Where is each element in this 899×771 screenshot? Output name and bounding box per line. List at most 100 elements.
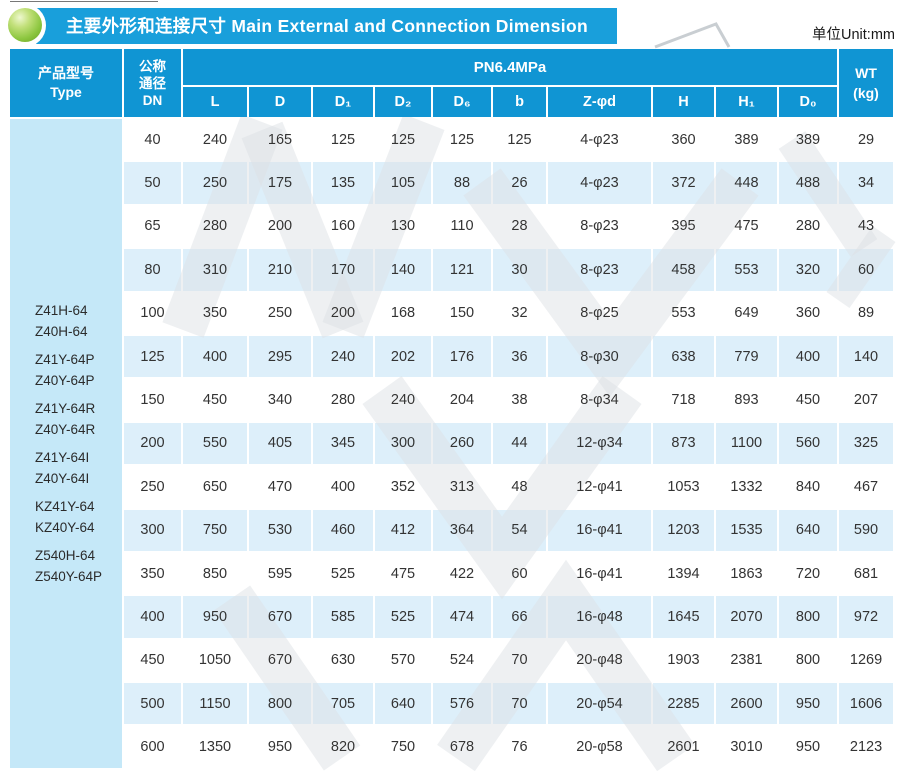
cell-value: 950	[776, 724, 840, 770]
cell-value: 8-φ30	[546, 333, 653, 380]
cell-value: 32	[491, 290, 548, 336]
table-row-dn-300: 300 750 530 460 412 364 54 16-φ41 1203 1535 640 590	[9, 507, 896, 553]
cell-value: 670	[247, 594, 313, 640]
cell-value: 750	[181, 507, 249, 553]
type-model-label: KZ40Y-64	[35, 519, 95, 535]
cell-dn: 40	[122, 116, 183, 163]
wt-header-line: (kg)	[853, 85, 879, 101]
dimension-table-wrap: 产品型号 Type 公称 通径 DN PN6.4MPa WT (kg) L D D₁…	[8, 47, 896, 770]
cell-value: 16-φ48	[546, 594, 653, 640]
cell-value: 352	[373, 464, 433, 510]
column-header-D: D	[247, 85, 313, 119]
cell-value: 678	[431, 724, 493, 770]
cell-value: 310	[181, 247, 249, 293]
type-header-zh: 产品型号	[38, 65, 94, 81]
cell-value: 389	[776, 116, 840, 163]
cell-value: 360	[776, 290, 840, 336]
cell-value: 16-φ41	[546, 550, 653, 597]
table-row-dn-50: 50 250 175 135 105 88 26 4-φ23 372 448 488 34	[9, 160, 896, 206]
type-model-group: Z41Y-64P Z40Y-64P	[35, 349, 121, 391]
cell-value: 475	[373, 550, 433, 597]
cell-value: 1863	[714, 550, 779, 597]
type-model-label: Z41H-64	[35, 302, 88, 318]
cell-value: 458	[651, 247, 716, 293]
cell-value: 150	[431, 290, 493, 336]
cell-value: 1645	[651, 594, 716, 640]
cell-value: 372	[651, 160, 716, 206]
cell-value: 448	[714, 160, 779, 206]
cell-dn: 400	[122, 594, 183, 640]
cell-dn: 65	[122, 203, 183, 250]
cell-value: 640	[776, 507, 840, 553]
cell-value: 400	[181, 333, 249, 380]
cell-value: 210	[247, 247, 313, 293]
cell-value: 2123	[837, 724, 896, 770]
cell-value: 36	[491, 333, 548, 380]
cell-value: 200	[311, 290, 375, 336]
cell-value: 160	[311, 203, 375, 250]
cell-value: 950	[181, 594, 249, 640]
cell-value: 553	[651, 290, 716, 336]
type-model-label: Z41Y-64I	[35, 449, 90, 465]
cell-value: 202	[373, 333, 433, 380]
cell-value: 524	[431, 637, 493, 684]
cell-value: 450	[181, 377, 249, 423]
cell-value: 405	[247, 420, 313, 467]
cell-value: 38	[491, 377, 548, 423]
cell-value: 364	[431, 507, 493, 553]
cell-value: 1100	[714, 420, 779, 467]
cell-value: 576	[431, 681, 493, 727]
cell-value: 1269	[837, 637, 896, 684]
cell-value: 681	[837, 550, 896, 597]
cell-value: 705	[311, 681, 375, 727]
cell-value: 125	[431, 116, 493, 163]
cell-value: 950	[247, 724, 313, 770]
cell-value: 395	[651, 203, 716, 250]
cell-value: 250	[247, 290, 313, 336]
cell-value: 840	[776, 464, 840, 510]
cell-value: 20-φ48	[546, 637, 653, 684]
cell-dn: 500	[122, 681, 183, 727]
cell-value: 70	[491, 637, 548, 684]
table-head: 产品型号 Type 公称 通径 DN PN6.4MPa WT (kg) L D D₁…	[8, 47, 896, 119]
cell-value: 595	[247, 550, 313, 597]
cell-value: 1150	[181, 681, 249, 727]
cell-value: 26	[491, 160, 548, 206]
cell-value: 313	[431, 464, 493, 510]
column-header-H: H	[651, 85, 716, 119]
column-header-type: 产品型号 Type	[8, 47, 124, 119]
cell-dn: 100	[122, 290, 183, 336]
table-row-dn-200: 200 550 405 345 300 260 44 12-φ34 873 1100 560 325	[9, 420, 896, 467]
cell-value: 650	[181, 464, 249, 510]
cell-value: 168	[373, 290, 433, 336]
cell-value: 20-φ58	[546, 724, 653, 770]
cell-value: 2600	[714, 681, 779, 727]
cell-dn: 250	[122, 464, 183, 510]
table-body: Z41H-64 Z40H-64 Z41Y-64P Z40Y-64P Z41Y-64R Z4…	[8, 116, 896, 770]
green-bullet-icon	[8, 8, 42, 42]
cell-value: 412	[373, 507, 433, 553]
cell-value: 474	[431, 594, 493, 640]
cell-value: 204	[431, 377, 493, 423]
cell-value: 893	[714, 377, 779, 423]
cell-value: 70	[491, 681, 548, 727]
column-header-wt: WT (kg)	[837, 47, 896, 119]
cell-value: 280	[311, 377, 375, 423]
wt-header-line: WT	[855, 65, 877, 81]
cell-value: 325	[837, 420, 896, 467]
cell-value: 60	[491, 550, 548, 597]
dn-header-line: 公称	[139, 58, 166, 74]
cell-value: 345	[311, 420, 375, 467]
cell-value: 8-φ25	[546, 290, 653, 336]
cell-value: 570	[373, 637, 433, 684]
column-header-H1: H₁	[714, 85, 779, 119]
cell-value: 1394	[651, 550, 716, 597]
cell-value: 467	[837, 464, 896, 510]
column-header-Z-phi-d: Z-φd	[546, 85, 653, 119]
cell-value: 850	[181, 550, 249, 597]
cell-value: 2381	[714, 637, 779, 684]
type-model-group: Z41H-64 Z40H-64	[35, 300, 121, 342]
column-header-D6: D₆	[431, 85, 493, 119]
cell-value: 450	[776, 377, 840, 423]
cell-value: 400	[776, 333, 840, 380]
